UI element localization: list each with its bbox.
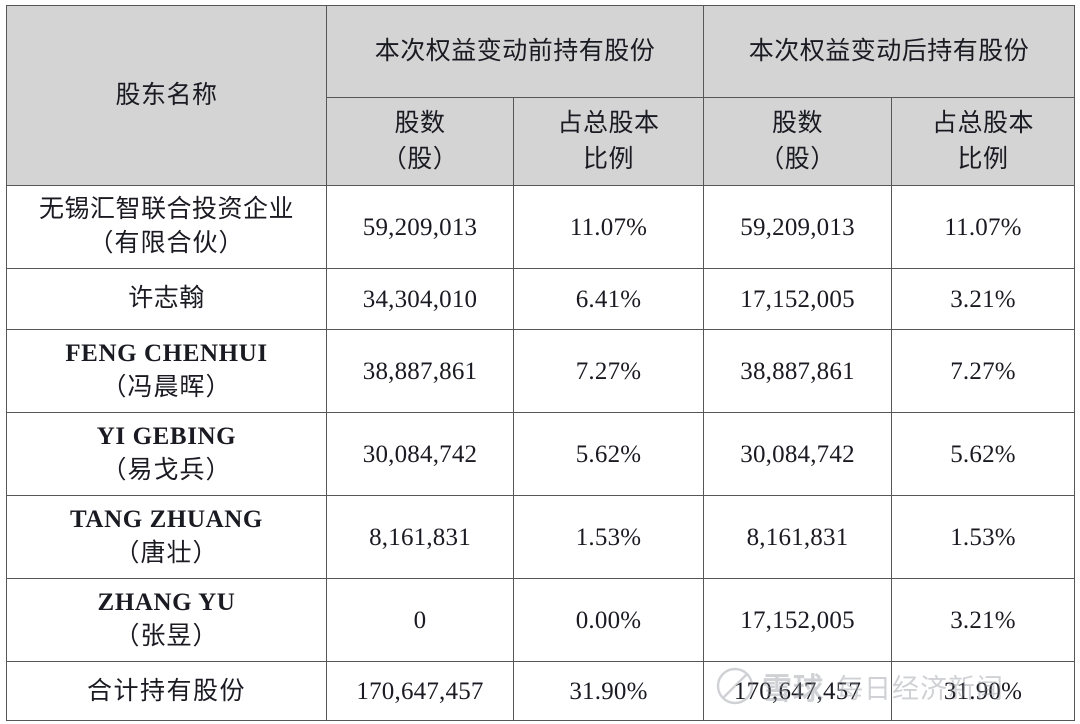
table-row: ZHANG YU （张昱） 0 0.00% 17,152,005 3.21% [6, 578, 1076, 662]
cell-pre-percent: 6.41% [512, 268, 705, 330]
cell-pre-percent: 5.62% [512, 412, 705, 496]
table-row: TANG ZHUANG （唐壮） 8,161,831 1.53% 8,161,8… [6, 495, 1076, 579]
cell-shareholder-name: FENG CHENHUI （冯晨晖） [6, 329, 327, 413]
cell-shareholder-name: 许志翰 [6, 268, 327, 330]
header-pre-shares-line1: 股数 [394, 110, 446, 137]
shareholding-change-table: 股东名称 本次权益变动前持有股份 本次权益变动后持有股份 股数 （股） 占总股本… [6, 5, 1076, 721]
cell-pre-shares: 34,304,010 [326, 268, 514, 330]
cell-pre-shares: 30,084,742 [326, 412, 514, 496]
cell-total-pre-shares: 170,647,457 [326, 661, 514, 721]
cell-post-percent: 5.62% [891, 412, 1076, 496]
cell-post-shares: 8,161,831 [703, 495, 893, 579]
cell-post-shares: 30,084,742 [703, 412, 893, 496]
header-post-shares: 股数 （股） [703, 97, 893, 186]
cell-post-percent: 1.53% [891, 495, 1076, 579]
header-pre-shares: 股数 （股） [326, 97, 514, 186]
header-post-shares-line1: 股数 [772, 110, 824, 137]
header-group-row: 股东名称 本次权益变动前持有股份 本次权益变动后持有股份 [6, 5, 1076, 186]
header-post-percent: 占总股本 比例 [891, 97, 1076, 186]
header-pre-shares-line2: （股） [381, 145, 459, 173]
table-body: 无锡汇智联合投资企业 （有限合伙） 59,209,013 11.07% 59,2… [6, 185, 1076, 721]
cell-shareholder-name: 无锡汇智联合投资企业 （有限合伙） [6, 185, 327, 269]
shareholder-name-line2: （易戈兵） [101, 457, 232, 484]
header-shareholder-name: 股东名称 [6, 5, 327, 186]
cell-pre-percent: 1.53% [512, 495, 705, 579]
cell-post-percent: 7.27% [891, 329, 1076, 413]
header-post-shares-line2: （股） [759, 145, 836, 173]
table-row: 无锡汇智联合投资企业 （有限合伙） 59,209,013 11.07% 59,2… [6, 185, 1076, 269]
cell-post-percent: 3.21% [891, 268, 1076, 330]
header-subcolumn-row: 股数 （股） 占总股本 比例 股数 （股） 占总股本 比例 [7, 97, 1076, 186]
cell-total-label: 合计持有股份 [6, 661, 327, 721]
cell-total-pre-percent: 31.90% [512, 661, 705, 721]
shareholder-name-line1: 无锡汇智联合投资企业 [38, 195, 294, 223]
table-row: 许志翰 34,304,010 6.41% 17,152,005 3.21% [6, 268, 1076, 330]
shareholder-name-line1: ZHANG YU [97, 588, 236, 616]
shareholder-name-line1: 许志翰 [128, 284, 205, 312]
cell-pre-percent: 0.00% [512, 578, 705, 662]
header-pre-percent-line2: 比例 [583, 145, 635, 173]
header-post-percent-line1: 占总股本 [932, 110, 1035, 137]
shareholder-name-line1: TANG ZHUANG [70, 505, 263, 533]
header-pre-percent: 占总股本 比例 [512, 97, 705, 186]
table-total-row: 合计持有股份 170,647,457 31.90% 170,647,457 31… [6, 661, 1076, 721]
header-group-after: 本次权益变动后持有股份 [703, 5, 1076, 98]
cell-pre-shares: 38,887,861 [326, 329, 514, 413]
cell-post-shares: 38,887,861 [703, 329, 893, 413]
cell-post-percent: 3.21% [891, 578, 1076, 662]
header-group-before: 本次权益变动前持有股份 [325, 5, 705, 98]
shareholder-name-line2: （张昱） [114, 623, 219, 650]
table-row: YI GEBING （易戈兵） 30,084,742 5.62% 30,084,… [6, 412, 1076, 496]
cell-shareholder-name: YI GEBING （易戈兵） [6, 412, 327, 496]
shareholder-name-line1: YI GEBING [96, 422, 237, 450]
cell-post-shares: 17,152,005 [703, 268, 893, 330]
cell-total-post-percent: 31.90% [891, 661, 1076, 721]
cell-pre-shares: 0 [326, 578, 514, 662]
cell-pre-percent: 7.27% [512, 329, 705, 413]
table-header: 股东名称 本次权益变动前持有股份 本次权益变动后持有股份 股数 （股） 占总股本… [6, 5, 1076, 186]
cell-post-shares: 59,209,013 [703, 185, 893, 269]
header-post-percent-line2: 比例 [957, 145, 1009, 173]
cell-total-post-shares: 170,647,457 [703, 661, 893, 721]
shareholder-name-line2: （唐壮） [114, 540, 219, 567]
cell-post-shares: 17,152,005 [703, 578, 893, 662]
table-row: FENG CHENHUI （冯晨晖） 38,887,861 7.27% 38,8… [6, 329, 1076, 413]
shareholder-name-line1: FENG CHENHUI [65, 339, 268, 367]
cell-shareholder-name: ZHANG YU （张昱） [6, 578, 327, 662]
cell-shareholder-name: TANG ZHUANG （唐壮） [6, 495, 327, 579]
shareholder-name-line2: （冯晨晖） [101, 374, 232, 401]
cell-pre-shares: 8,161,831 [326, 495, 514, 579]
cell-post-percent: 11.07% [891, 185, 1076, 269]
header-pre-percent-line1: 占总股本 [557, 110, 660, 137]
cell-pre-shares: 59,209,013 [326, 185, 514, 269]
cell-pre-percent: 11.07% [512, 185, 705, 269]
shareholder-name-line2: （有限合伙） [88, 230, 245, 257]
